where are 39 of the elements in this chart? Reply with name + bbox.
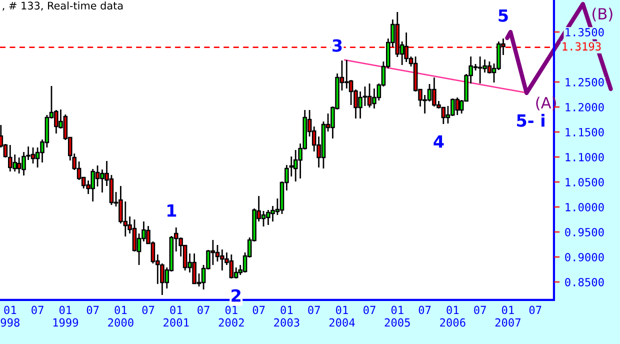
y-tick-label: 1.0500 [566, 178, 604, 186]
y-tick-label: 1.3500 [566, 28, 604, 36]
x-tick-label: 01 1999 [53, 306, 78, 327]
annotation: 2 [232, 289, 240, 302]
y-tick-label: 0.9000 [565, 252, 604, 262]
x-tick-label: 01 2000 [108, 306, 134, 327]
annotation: 3 [332, 39, 342, 52]
y-tick-label: 1.1000 [566, 152, 604, 162]
data-label: (B) [592, 8, 612, 22]
x-tick-label: 07 [474, 306, 486, 314]
x-tick-label: 01 2005 [384, 306, 410, 327]
x-tick-label: 01 2001 [164, 306, 189, 327]
x-tick-label: 07 [418, 306, 431, 314]
annotation: 5 [498, 9, 508, 22]
y-tick-label: 1.2500 [566, 78, 604, 86]
x-tick-label: 01 2007 [495, 306, 520, 327]
ref-line-label: 1.3193 [562, 42, 601, 51]
y-tick-label: 1.1500 [566, 128, 604, 136]
x-tick-label: 01 998 [0, 306, 20, 327]
annotation: 4 [434, 135, 444, 148]
chart-title: , # 133, Real-time data [2, 2, 123, 11]
x-tick-label: 07 [364, 306, 376, 314]
annotation: 5- i [517, 114, 544, 127]
annotation: 1 [168, 204, 176, 217]
x-tick-label: 01 2006 [440, 306, 466, 327]
x-tick-label: 07 [252, 306, 265, 314]
x-tick-label: 01 2003 [274, 306, 300, 327]
y-tick-label: 1.0000 [566, 202, 604, 212]
x-tick-label: 07 [32, 306, 44, 314]
y-tick-label: 0.8500 [565, 278, 604, 286]
y-tick-label: 1.2000 [566, 102, 604, 112]
x-tick-label: 01 2002 [218, 306, 244, 327]
x-tick-label: 07 [86, 306, 99, 314]
x-tick-label: 07 [529, 306, 542, 314]
x-tick-label: 07 [142, 306, 154, 314]
x-tick-label: 07 [308, 306, 320, 314]
x-tick-label: 07 [198, 306, 210, 314]
x-tick-label: 01 2004 [329, 306, 355, 327]
y-tick-label: 0.9500 [565, 228, 604, 236]
